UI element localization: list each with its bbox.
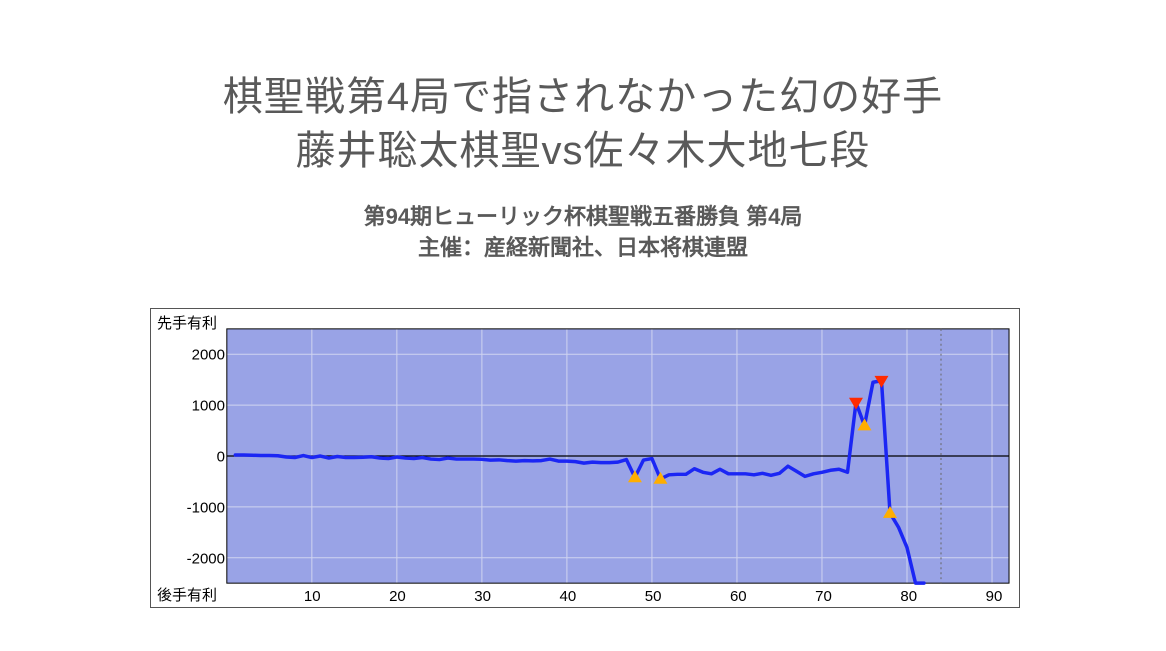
title-line-1: 棋聖戦第4局で指されなかった幻の好手 xyxy=(0,70,1166,124)
x-tick-label: 40 xyxy=(560,588,577,605)
y-axis-top-label: 先手有利 xyxy=(157,312,217,333)
page: 棋聖戦第4局で指されなかった幻の好手 藤井聡太棋聖vs佐々木大地七段 第94期ヒ… xyxy=(0,0,1166,651)
x-tick-label: 50 xyxy=(645,588,662,605)
x-tick-label: 30 xyxy=(474,588,491,605)
title-block: 棋聖戦第4局で指されなかった幻の好手 藤井聡太棋聖vs佐々木大地七段 xyxy=(0,0,1166,178)
x-tick-label: 10 xyxy=(304,588,321,605)
x-tick-label: 60 xyxy=(730,588,747,605)
y-tick-label: 2000 xyxy=(192,346,225,363)
subtitle-line-1: 第94期ヒューリック杯棋聖戦五番勝負 第4局 xyxy=(0,202,1166,233)
x-tick-label: 20 xyxy=(389,588,406,605)
subtitle-block: 第94期ヒューリック杯棋聖戦五番勝負 第4局 主催：産経新聞社、日本将棋連盟 xyxy=(0,202,1166,264)
x-tick-label: 90 xyxy=(986,588,1003,605)
y-tick-label: -1000 xyxy=(187,500,225,517)
x-tick-label: 80 xyxy=(900,588,917,605)
y-tick-label: -2000 xyxy=(187,551,225,568)
y-tick-label: 0 xyxy=(217,449,225,466)
y-axis-bottom-label: 後手有利 xyxy=(157,584,217,605)
evaluation-chart: 先手有利後手有利 2000 1000 0 -1000 -2000 10 20 30 40 50 60 7… xyxy=(150,308,1020,608)
title-line-2: 藤井聡太棋聖vs佐々木大地七段 xyxy=(0,124,1166,178)
chart-svg xyxy=(151,309,1019,607)
x-tick-label: 70 xyxy=(815,588,832,605)
subtitle-line-2: 主催：産経新聞社、日本将棋連盟 xyxy=(0,233,1166,264)
y-tick-label: 1000 xyxy=(192,397,225,414)
